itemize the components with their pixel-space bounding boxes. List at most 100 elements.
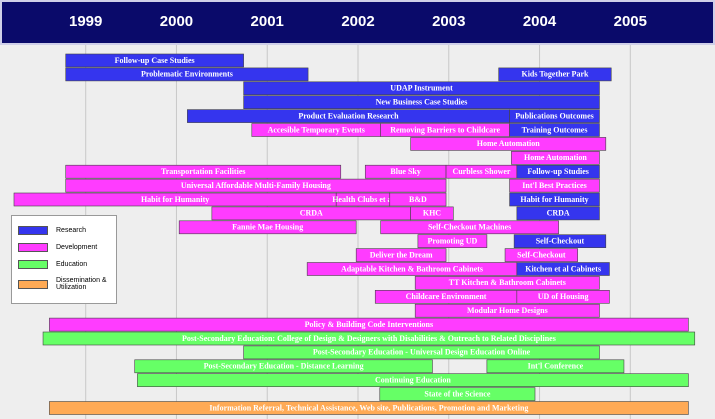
task-label: Policy & Building Code Interventions	[305, 320, 433, 329]
legend-swatch	[18, 260, 48, 269]
task-label: Self-Checkout	[536, 237, 585, 246]
task-label: Removing Barriers to Childcare	[390, 125, 500, 134]
year-label: 1999	[69, 13, 102, 30]
legend-label: Research	[56, 227, 86, 234]
task-bar	[410, 137, 607, 151]
task-bar	[498, 67, 612, 82]
task-label: Habit for Humanity	[141, 195, 209, 204]
task-label: Childcare Environment	[406, 292, 487, 301]
task-bar	[243, 345, 600, 360]
task-label: Int'l Best Practices	[522, 181, 586, 190]
task-label: Follow-up Case Studies	[115, 56, 195, 65]
task-label: Post-Secondary Education: College of Des…	[182, 334, 556, 343]
task-bar	[509, 178, 600, 193]
legend-item: Development	[18, 243, 112, 252]
task-bar	[65, 164, 342, 179]
legend-label: Dissemination & Utilization	[56, 277, 107, 291]
task-bar	[389, 192, 447, 207]
task-bar	[516, 206, 600, 221]
task-label: Post-Secondary Education - Distance Lear…	[204, 362, 364, 371]
task-label: Continuing Education	[375, 376, 451, 385]
task-label: Home Automation	[524, 153, 587, 162]
legend-swatch	[18, 279, 48, 289]
task-bar	[178, 220, 357, 235]
task-bar	[516, 164, 600, 179]
task-bar	[243, 81, 600, 96]
task-label: Fannie Mae Housing	[232, 223, 303, 232]
legend-label: Education	[56, 261, 88, 268]
task-bar	[509, 192, 600, 207]
task-label: Habit for Humanity	[520, 195, 588, 204]
task-bar	[42, 331, 696, 346]
task-label: Self-Checkout	[517, 250, 566, 259]
task-label: Curbless Shower	[452, 167, 510, 176]
task-label: TT Kitchen & Bathroom Cabinets	[449, 278, 566, 287]
task-bar	[65, 53, 244, 68]
legend-item: Education	[18, 260, 112, 269]
task-label: Information Referral, Technical Assistan…	[209, 403, 528, 412]
task-label: Universal Affordable Multi-Family Housin…	[181, 181, 331, 190]
task-bar	[380, 220, 559, 235]
year-label: 2004	[523, 13, 557, 30]
task-label: Follow-up Studies	[527, 167, 589, 176]
task-bar	[410, 206, 454, 221]
year-label: 2003	[432, 13, 465, 30]
task-bar	[414, 276, 600, 290]
task-label: Deliver the Dream	[370, 250, 433, 259]
task-label: New Business Case Studies	[376, 98, 468, 107]
task-label: UDAP Instrument	[390, 84, 453, 93]
task-label: KHC	[423, 209, 441, 218]
task-bar	[486, 359, 625, 374]
task-label: Self-Checkout Machines	[428, 223, 511, 232]
task-label: State of the Science	[424, 389, 490, 398]
year-label: 2001	[251, 13, 284, 30]
task-bar	[516, 289, 610, 304]
task-bar	[516, 262, 610, 276]
task-label: Adaptable Kitchen & Bathroom Cabinets	[341, 264, 483, 273]
task-bar	[65, 178, 447, 193]
task-label: Publications Outcomes	[515, 111, 593, 120]
year-label: 2000	[160, 13, 193, 30]
task-bar	[379, 387, 536, 401]
task-label: Transportation Facilities	[161, 167, 246, 176]
task-label: Blue Sky	[390, 167, 420, 176]
task-label: Product Evaluation Research	[298, 111, 399, 120]
year-label: 2002	[341, 13, 374, 30]
task-bar	[355, 248, 447, 262]
task-label: B&D	[409, 195, 427, 204]
task-label: Problematic Environments	[141, 70, 233, 79]
legend-label: Development	[56, 244, 98, 251]
task-label: Training Outcomes	[522, 125, 588, 134]
task-bar	[511, 151, 600, 165]
task-bar	[414, 303, 600, 318]
task-label: Kids Together Park	[521, 70, 589, 79]
legend-swatch	[18, 243, 48, 252]
task-bar	[49, 401, 689, 415]
task-bar	[49, 317, 689, 332]
task-bar	[504, 248, 578, 262]
task-label: Promoting UD	[427, 237, 477, 246]
task-label: Health Clubs et al	[332, 195, 394, 204]
legend-swatch	[18, 226, 48, 235]
task-label: CRDA	[547, 209, 570, 218]
legend-item: Dissemination & Utilization	[18, 277, 112, 291]
task-bar	[243, 95, 600, 109]
task-label: Post-Secondary Education - Universal Des…	[313, 348, 531, 357]
task-bar	[509, 123, 600, 137]
task-label: Accesible Temporary Events	[268, 125, 365, 134]
task-label: Int'l Conference	[528, 362, 584, 371]
task-label: Modular Home Designs	[467, 306, 548, 315]
task-label: CRDA	[300, 209, 323, 218]
task-bar	[509, 109, 600, 123]
task-bar	[65, 67, 309, 82]
task-bar	[137, 373, 689, 388]
task-label: UD of Housing	[538, 292, 589, 301]
task-label: Home Automation	[477, 139, 540, 148]
task-label: Kitchen et al Cabinets	[525, 264, 601, 273]
header-band	[0, 0, 715, 45]
task-bar	[513, 234, 607, 248]
task-bar	[417, 234, 488, 248]
task-bar	[134, 359, 433, 374]
